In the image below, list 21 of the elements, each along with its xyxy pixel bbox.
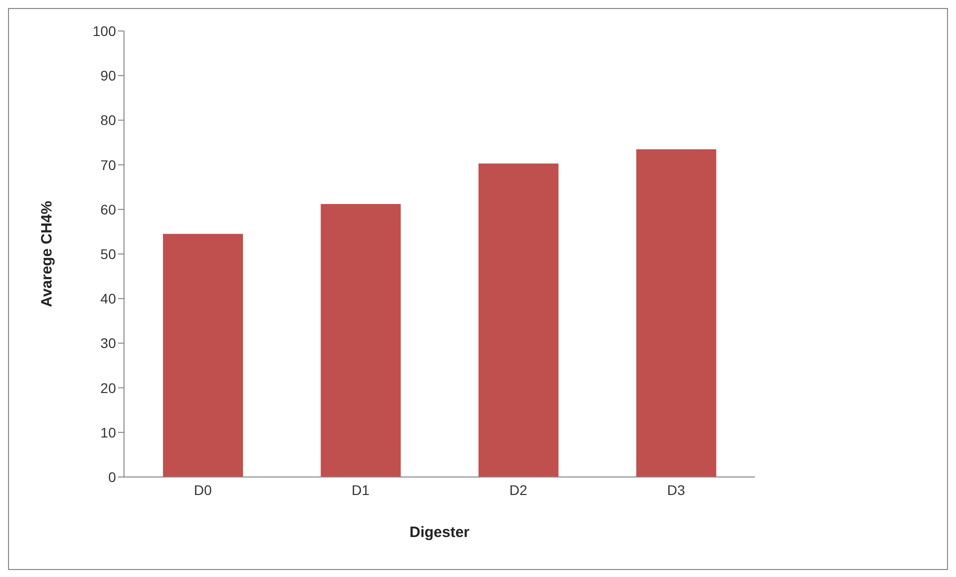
x-tick-label: D0 [194, 482, 212, 498]
bar [636, 149, 716, 477]
x-tick-label: D1 [352, 482, 370, 498]
y-axis-title: Avarege CH4% [38, 200, 56, 308]
x-tick-label: D3 [667, 482, 686, 498]
bar [163, 234, 243, 477]
y-tick-label: 80 [100, 112, 116, 128]
y-tick-label: 40 [100, 290, 116, 307]
y-tick-label: 100 [92, 22, 116, 39]
bar [320, 204, 401, 477]
y-tick-label: 90 [100, 68, 116, 84]
y-tick-label: 20 [100, 380, 116, 396]
y-tick-label: 60 [100, 201, 116, 218]
x-tick-label: D2 [509, 482, 528, 498]
bar [478, 163, 558, 477]
x-axis-title: Digester [409, 524, 470, 541]
y-tick-label: 70 [100, 156, 116, 173]
y-tick-label: 30 [100, 335, 116, 352]
y-tick-label: 50 [100, 246, 116, 262]
y-tick-label: 0 [108, 468, 116, 485]
y-tick-label: 10 [100, 424, 116, 440]
